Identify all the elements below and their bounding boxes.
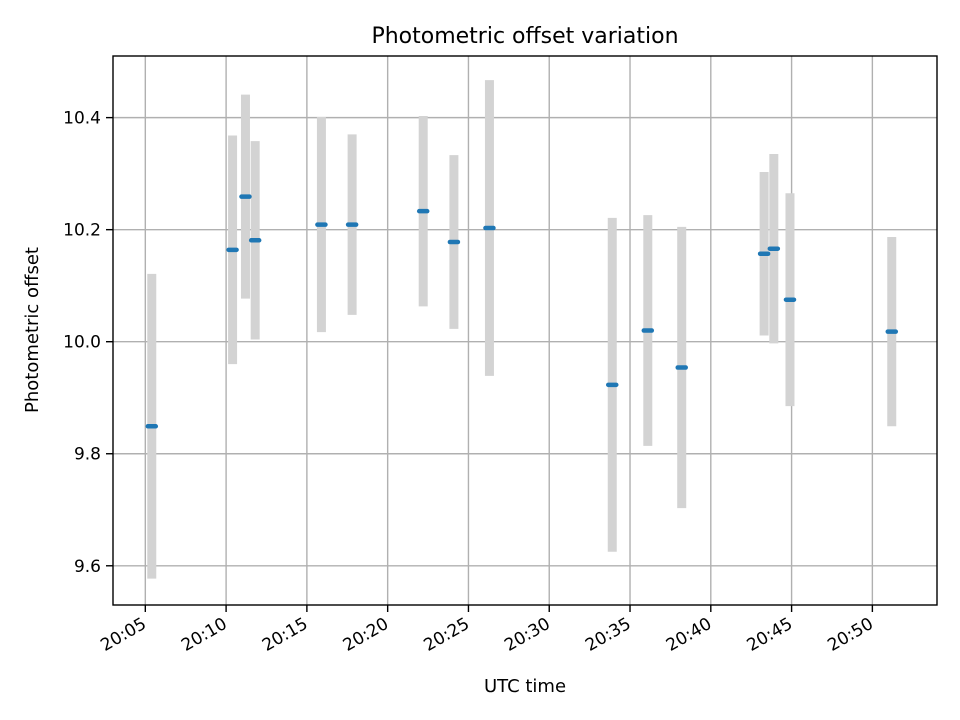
y-tick-label: 10.0 <box>63 333 101 353</box>
y-axis-label: Photometric offset <box>22 247 43 413</box>
y-tick-label: 9.6 <box>74 557 101 577</box>
y-tick-label: 9.8 <box>74 445 101 465</box>
plot-frame <box>112 55 938 606</box>
y-tick-label: 10.2 <box>63 221 101 241</box>
x-axis-label: UTC time <box>484 676 566 697</box>
chart-title: Photometric offset variation <box>371 24 678 49</box>
y-tick-label: 10.4 <box>63 109 101 129</box>
data-points <box>145 194 899 429</box>
